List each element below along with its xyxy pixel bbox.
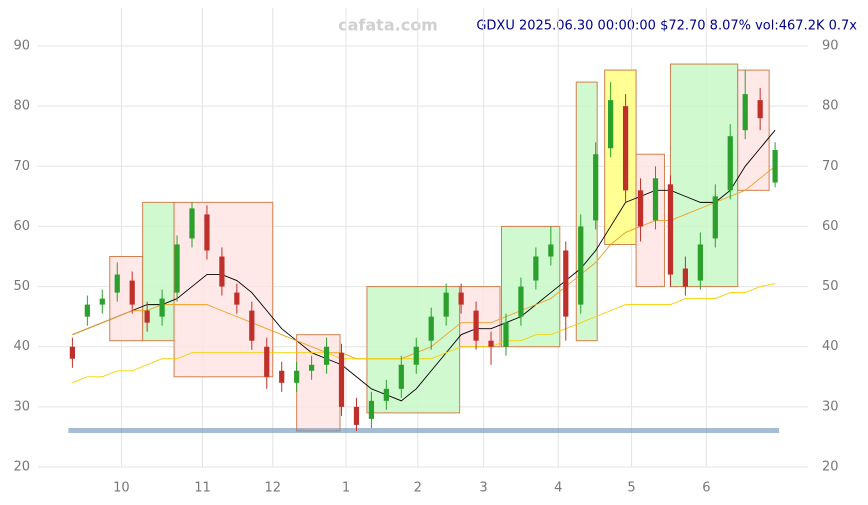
y-tick-label: 30 — [13, 399, 30, 414]
y-tick-label: 50 — [13, 279, 30, 294]
candle-body — [443, 292, 449, 317]
candle-body — [548, 244, 554, 257]
candle-body — [593, 154, 599, 221]
candle-body — [129, 280, 135, 305]
candle-body — [294, 370, 300, 383]
candle-body — [144, 310, 150, 323]
candle-body — [249, 310, 255, 341]
candle-body — [652, 178, 659, 221]
x-tick-label: 6 — [702, 481, 710, 496]
candle-body — [204, 214, 210, 251]
candle-body — [219, 256, 225, 287]
candle-body — [757, 100, 763, 119]
candle-body — [279, 370, 285, 383]
candle-body — [563, 250, 569, 317]
candle-body — [264, 346, 270, 377]
range-box — [109, 256, 144, 342]
y-tick-label: 90 — [13, 39, 30, 54]
range-box — [669, 63, 739, 288]
chart-title: GDXU 2025.06.30 00:00:00 $72.70 8.07% vo… — [476, 19, 857, 34]
y-tick-label-right: 40 — [822, 339, 839, 354]
candle-body — [727, 136, 733, 191]
moving-average — [72, 283, 776, 384]
volume-strip — [68, 428, 780, 433]
candle-body — [189, 208, 195, 239]
candle-body — [338, 352, 345, 407]
candle-body — [458, 292, 464, 305]
candle-body — [637, 190, 644, 227]
y-tick-label: 60 — [13, 219, 30, 234]
candle-body — [398, 364, 404, 389]
candle-body — [712, 196, 718, 239]
candle-body — [488, 340, 494, 347]
y-tick-label-right: 80 — [822, 99, 839, 114]
candle-body — [742, 94, 748, 131]
candle-body — [667, 184, 674, 275]
candle-body — [159, 298, 165, 317]
candle-body — [84, 304, 90, 317]
range-box — [737, 69, 770, 191]
x-tick-label: 4 — [554, 481, 562, 496]
candle-body — [99, 298, 105, 305]
candle-body — [518, 286, 524, 317]
y-tick-label-right: 50 — [822, 279, 839, 294]
watermark: cafata.com — [338, 16, 438, 35]
y-tick-label-right: 20 — [822, 460, 839, 475]
candle-body — [413, 346, 419, 365]
candle-body — [234, 292, 240, 305]
candle-body — [383, 388, 389, 401]
candle-body — [503, 322, 509, 347]
moving-average — [72, 165, 776, 360]
x-tick-label: 10 — [113, 481, 130, 496]
candle-body — [697, 244, 703, 281]
x-tick-label: 2 — [414, 481, 422, 496]
range-box — [604, 69, 637, 245]
candle-body — [353, 406, 360, 425]
candle-body — [428, 316, 434, 341]
candle-body — [622, 106, 629, 191]
candle-body — [69, 346, 76, 359]
x-tick-label: 3 — [479, 481, 487, 496]
candle-body — [473, 310, 479, 341]
y-tick-label: 40 — [13, 339, 30, 354]
candle-body — [114, 274, 120, 293]
candle-body — [533, 256, 539, 281]
candle-body — [682, 268, 689, 287]
y-tick-label-right: 60 — [822, 219, 839, 234]
candle-body — [323, 346, 330, 365]
y-tick-label: 70 — [13, 159, 30, 174]
y-tick-label-right: 30 — [822, 399, 839, 414]
range-box — [459, 286, 501, 348]
candle-body — [174, 244, 180, 293]
y-tick-label: 20 — [13, 460, 30, 475]
candle-body — [578, 226, 584, 305]
candle-body — [368, 400, 375, 419]
candle-body — [772, 150, 778, 183]
y-tick-label-right: 90 — [822, 39, 839, 54]
x-tick-label: 11 — [194, 481, 211, 496]
x-tick-label: 5 — [627, 481, 635, 496]
y-tick-label: 80 — [13, 99, 30, 114]
candle-body — [308, 364, 315, 371]
x-tick-label: 1 — [342, 481, 350, 496]
y-tick-label-right: 70 — [822, 159, 839, 174]
candle-body — [608, 100, 614, 149]
x-tick-label: 12 — [264, 481, 281, 496]
